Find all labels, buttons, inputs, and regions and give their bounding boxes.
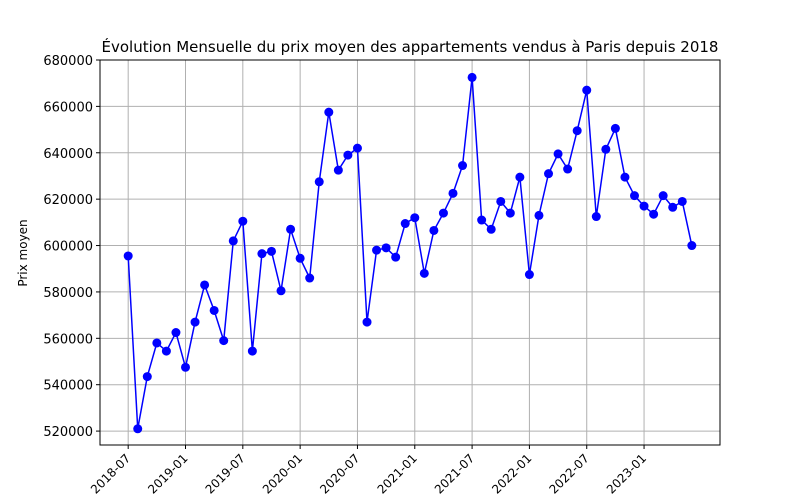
data-point — [639, 201, 649, 211]
data-point — [333, 165, 343, 175]
data-point — [266, 246, 276, 256]
x-tick-label: 2021-01 — [375, 451, 420, 496]
data-point — [649, 209, 659, 219]
data-point — [477, 215, 487, 225]
data-point — [362, 317, 372, 327]
data-point — [238, 216, 248, 226]
x-tick-label: 2022-01 — [489, 451, 534, 496]
data-point — [438, 208, 448, 218]
y-tick-label: 520000 — [43, 425, 93, 440]
data-point — [181, 362, 190, 372]
data-point — [563, 164, 573, 174]
data-point — [524, 270, 534, 280]
chart-title: Évolution Mensuelle du prix moyen des ap… — [102, 37, 719, 56]
data-point — [142, 372, 152, 382]
data-point — [458, 161, 468, 171]
x-tick-label: 2020-07 — [317, 451, 362, 496]
data-point — [257, 249, 267, 259]
grid-lines — [100, 59, 720, 445]
y-tick-label: 560000 — [43, 332, 93, 347]
data-point — [687, 241, 697, 251]
x-tick-label: 2019-07 — [203, 451, 248, 496]
x-tick-label: 2023-01 — [604, 451, 649, 496]
data-point — [372, 245, 382, 255]
y-tick-label: 600000 — [43, 240, 93, 255]
data-point — [391, 252, 401, 262]
data-point — [343, 150, 353, 160]
y-tick-label: 580000 — [43, 286, 93, 301]
data-point — [630, 191, 639, 201]
data-point — [553, 149, 563, 159]
data-point — [324, 107, 334, 117]
data-point — [467, 72, 477, 82]
data-point — [305, 273, 315, 283]
data-point — [591, 212, 601, 222]
data-point — [381, 243, 391, 253]
x-tick-label: 2021-07 — [432, 451, 477, 496]
y-tick-label: 660000 — [43, 100, 93, 115]
y-tick-label: 680000 — [43, 54, 93, 69]
data-point — [610, 123, 620, 133]
data-point — [352, 143, 362, 153]
data-point — [209, 305, 219, 315]
data-point — [228, 236, 238, 246]
data-point — [200, 280, 210, 290]
data-point — [410, 213, 420, 223]
series-line — [127, 77, 693, 429]
data-point — [486, 224, 496, 234]
data-point — [286, 224, 296, 234]
x-tick-label: 2022-07 — [547, 451, 592, 496]
data-point — [505, 208, 515, 218]
data-point — [668, 202, 678, 212]
data-point — [448, 188, 458, 198]
data-point — [582, 85, 592, 95]
data-point — [496, 196, 506, 206]
data-point — [190, 317, 200, 327]
x-tick-label: 2019-01 — [145, 451, 190, 496]
data-point — [314, 177, 324, 187]
data-point — [219, 336, 229, 346]
data-point — [400, 219, 410, 229]
data-point — [295, 253, 305, 263]
y-tick-label: 620000 — [43, 193, 93, 208]
data-point — [247, 346, 257, 356]
data-point — [572, 126, 582, 136]
y-tick-label: 640000 — [43, 147, 93, 162]
data-point — [429, 225, 439, 235]
data-point — [276, 286, 286, 296]
data-point — [171, 328, 181, 338]
data-series — [123, 72, 697, 434]
data-point — [419, 268, 429, 278]
data-point — [677, 196, 687, 206]
data-point — [133, 424, 143, 434]
plot-frame — [99, 59, 721, 446]
y-axis-label: Prix moyen — [16, 219, 30, 286]
data-point — [152, 338, 162, 348]
data-point — [515, 172, 525, 182]
x-tick-label: 2018-07 — [88, 451, 133, 496]
data-point — [534, 210, 544, 220]
x-tick-label: 2020-01 — [260, 451, 305, 496]
data-point — [161, 346, 171, 356]
data-point — [544, 169, 554, 179]
data-point — [601, 144, 611, 154]
data-point — [658, 191, 668, 201]
data-point — [620, 172, 630, 182]
y-tick-label: 540000 — [43, 379, 93, 394]
data-point — [123, 251, 133, 261]
